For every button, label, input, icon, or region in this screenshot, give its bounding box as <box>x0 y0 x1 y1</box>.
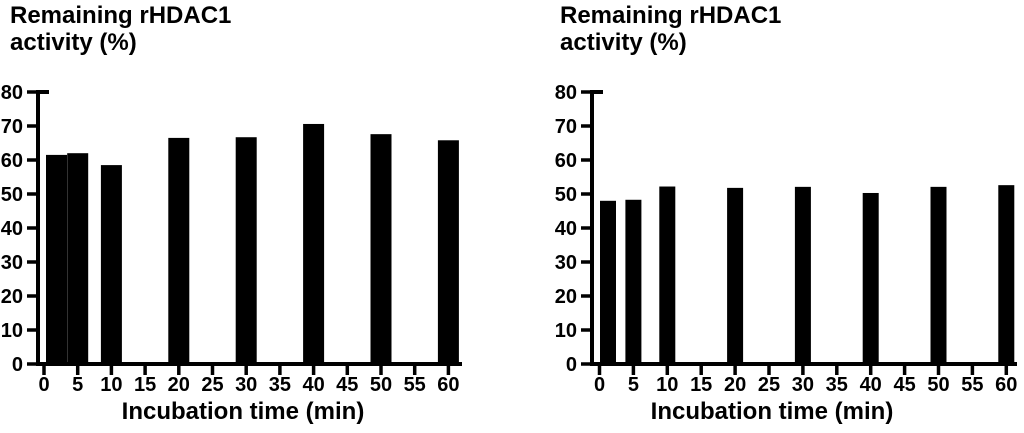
x-tick-label: 5 <box>628 374 639 396</box>
x-tick-label: 0 <box>594 374 605 396</box>
y-tick-label: 40 <box>555 218 577 240</box>
x-tick-label: 55 <box>404 374 426 396</box>
x-tick-label: 30 <box>792 374 814 396</box>
bar <box>370 134 392 366</box>
x-tick-label: 50 <box>927 374 949 396</box>
y-tick-label: 20 <box>1 286 23 308</box>
bar <box>998 185 1015 366</box>
x-tick-label: 60 <box>995 374 1017 396</box>
bar <box>930 186 947 366</box>
y-tick-label: 0 <box>566 354 577 376</box>
y-tick-label: 10 <box>1 320 23 342</box>
y-tick-label: 40 <box>1 218 23 240</box>
y-tick-label: 50 <box>1 184 23 206</box>
bar <box>437 140 459 366</box>
x-tick-label: 55 <box>961 374 983 396</box>
chart-title-line2: activity (%) <box>560 29 687 56</box>
chart-title: Remaining rHDAC1 activity (%) <box>10 2 231 56</box>
y-tick-label: 70 <box>555 116 577 138</box>
x-tick-label: 20 <box>724 374 746 396</box>
y-tick-label: 0 <box>12 354 23 376</box>
x-tick-label: 35 <box>826 374 848 396</box>
y-tick-label: 10 <box>555 320 577 342</box>
y-tick-label: 80 <box>555 82 577 104</box>
y-tick-label: 70 <box>1 116 23 138</box>
x-tick-label: 15 <box>690 374 712 396</box>
bar <box>600 200 616 366</box>
x-tick-label: 20 <box>168 374 190 396</box>
x-tick-label: 10 <box>100 374 122 396</box>
bar <box>794 186 811 366</box>
x-tick-label: 15 <box>134 374 156 396</box>
chart-title: Remaining rHDAC1 activity (%) <box>560 2 781 56</box>
bar <box>168 137 190 366</box>
x-tick-label: 40 <box>860 374 882 396</box>
x-tick-label: 25 <box>201 374 223 396</box>
bar <box>625 199 642 366</box>
chart-right: Remaining rHDAC1 activity (%) 0 10 20 30 40 50… <box>512 0 1024 433</box>
y-tick-label: 30 <box>555 252 577 274</box>
x-tick-label: 25 <box>758 374 780 396</box>
chart-title-line2: activity (%) <box>10 29 137 56</box>
y-tick-label: 20 <box>555 286 577 308</box>
bar <box>235 137 257 366</box>
bar <box>303 123 325 367</box>
y-tick-label: 30 <box>1 252 23 274</box>
bar <box>67 153 89 366</box>
x-tick-label: 10 <box>656 374 678 396</box>
y-tick-label: 60 <box>1 150 23 172</box>
chart-title-line1: Remaining rHDAC1 <box>560 2 782 29</box>
x-tick-label: 5 <box>72 374 83 396</box>
chart-title-line1: Remaining rHDAC1 <box>10 2 232 29</box>
bar <box>862 192 879 366</box>
bar <box>727 187 744 366</box>
x-tick-label: 60 <box>437 374 459 396</box>
y-tick-label: 50 <box>555 184 577 206</box>
bar-chart-right: 0 10 20 30 40 50 60 70 80 0 5 10 15 20 25 30 35 40 45 50 55 6… <box>555 82 1018 425</box>
bar <box>100 165 122 366</box>
x-axis-title: Incubation time (min) <box>122 398 365 425</box>
x-tick-label: 50 <box>370 374 392 396</box>
x-tick-label: 30 <box>235 374 257 396</box>
x-tick-label: 40 <box>302 374 324 396</box>
x-tick-label: 45 <box>336 374 358 396</box>
x-tick-label: 35 <box>269 374 291 396</box>
bar <box>46 154 67 366</box>
x-tick-label: 0 <box>38 374 49 396</box>
chart-left: Remaining rHDAC1 activity (%) 0 10 20 30 40 50… <box>1 2 462 425</box>
bar-chart-left: 0 10 20 30 40 50 60 70 80 0 5 10 15 20 25 30 35 40 45 50 55 6… <box>1 82 462 425</box>
y-tick-label: 60 <box>555 150 577 172</box>
y-tick-label: 80 <box>1 82 23 104</box>
bar <box>659 186 676 366</box>
x-tick-label: 45 <box>893 374 915 396</box>
x-axis-title: Incubation time (min) <box>651 398 894 425</box>
